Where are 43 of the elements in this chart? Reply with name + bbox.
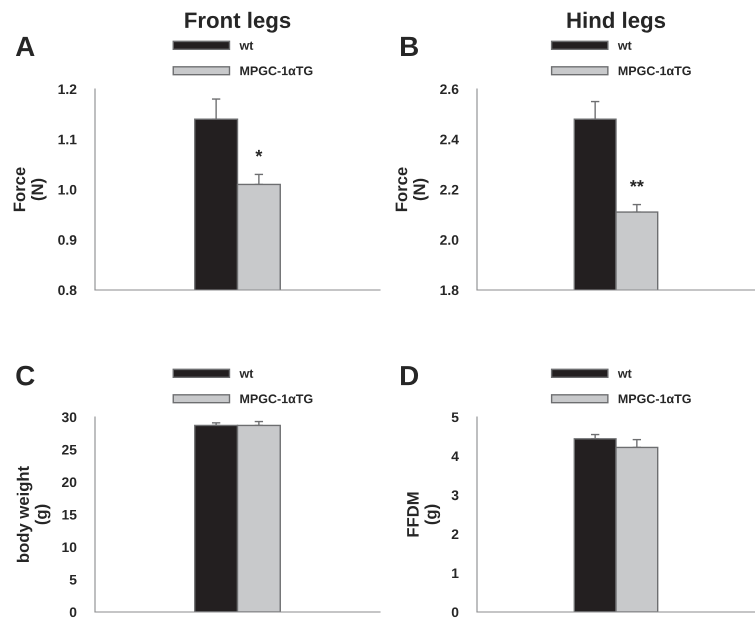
legend-label: MPGC-1αTG (240, 394, 312, 404)
y-tick-label: 3 (452, 490, 458, 500)
y-tick-label: 30 (62, 412, 76, 422)
y-tick-label: 1.1 (58, 134, 77, 144)
y-axis-title: FFDM (g) (407, 492, 440, 537)
chart-title: Front legs (185, 12, 290, 33)
y-tick-label: 25 (62, 444, 77, 455)
y-tick-label: 2.2 (440, 184, 458, 195)
y-tick-label: 15 (62, 510, 77, 520)
legend-label: wt (239, 42, 254, 50)
legend-label: MPGC-1αTG (240, 66, 312, 76)
y-tick-label: 20 (62, 477, 76, 488)
y-tick-label: 5 (70, 574, 77, 585)
y-tick-label: 0.9 (58, 235, 76, 245)
text: 2.0 (440, 235, 458, 245)
legend-label: MPGC-1αTG (618, 66, 691, 76)
text: C (16, 366, 34, 386)
text: 1.0 (58, 184, 76, 195)
y-tick-label: 0 (70, 607, 76, 618)
legend-label: wt (618, 42, 632, 50)
y-tick-label: 0.8 (58, 285, 77, 296)
legend-label: wt (239, 370, 254, 378)
y-tick-label: 5 (452, 412, 459, 422)
y-tick-label: 1 (452, 568, 459, 578)
y-tick-label: 2.6 (440, 84, 458, 94)
y-tick-label: 0 (452, 607, 458, 618)
legend-label: wt (618, 370, 632, 378)
chart-title: Hind legs (567, 12, 666, 33)
text: B (401, 36, 418, 56)
annotation: * (255, 150, 262, 157)
y-axis-title: Force (N) (396, 167, 429, 212)
y-tick-label: 2 (452, 529, 458, 540)
y-tick-label: 1.2 (58, 84, 76, 94)
y-axis-title: body weight (g) (16, 466, 50, 562)
annotation: ** (630, 180, 644, 187)
text: A (16, 36, 35, 56)
y-tick-label: 1.8 (440, 285, 459, 296)
text: D (401, 366, 418, 386)
y-tick-label: 10 (62, 542, 76, 552)
y-tick-label: 4 (451, 451, 459, 462)
y-tick-label: 2.4 (440, 134, 459, 144)
y-axis-title: Force (N) (14, 167, 47, 212)
legend-label: MPGC-1αTG (618, 394, 691, 404)
